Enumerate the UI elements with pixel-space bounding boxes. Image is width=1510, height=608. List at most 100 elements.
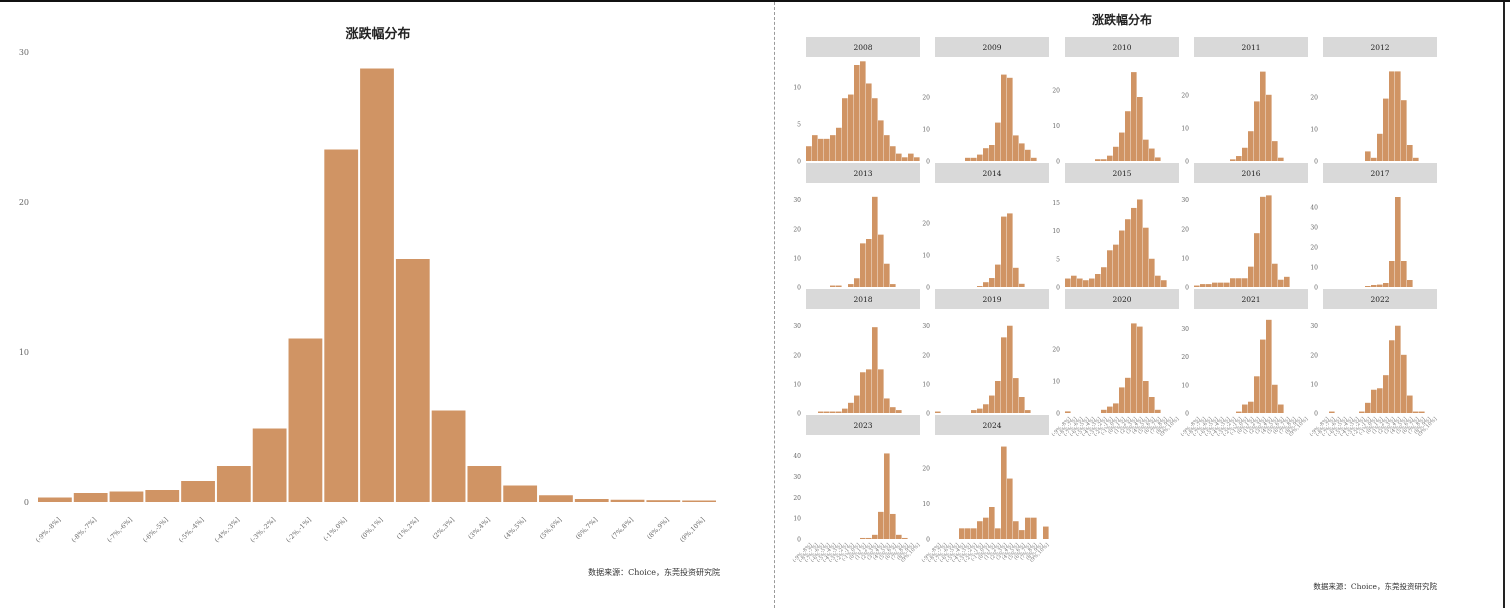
facet-bar-(4%,5%] [1401, 261, 1407, 287]
facet-y-tick-label: 30 [793, 197, 801, 204]
facet-y-tick-label: 10 [922, 253, 930, 260]
facet-bar-(2%,3%] [1389, 261, 1395, 287]
facet-bar-(3%,4%] [1007, 213, 1013, 287]
facet-y-tick-label: 30 [1310, 323, 1318, 330]
facet-y-tick-label: 0 [1185, 159, 1189, 166]
facet-strip [935, 289, 1049, 309]
facet-bar-(2%,3%] [872, 98, 878, 161]
facet-bar-(2%,3%] [1131, 72, 1137, 161]
facet-y-tick-label: 10 [1310, 265, 1318, 272]
x-tick-label: (4%,5%] [502, 516, 527, 541]
bar-(-7%,-6%] [109, 491, 144, 502]
facet-bar-(-1%,0%] [1371, 157, 1377, 161]
facet-bar-(4%,5%] [884, 135, 890, 161]
facet-bar-(-2%,-1%] [1236, 156, 1242, 161]
facet-bar-(6%,7%] [1025, 149, 1031, 161]
facet-strip-label: 2021 [1241, 295, 1260, 304]
facet-y-tick-label: 20 [1310, 95, 1318, 102]
facet-strip-label: 2009 [982, 43, 1001, 52]
facet-bar-(-5%,-4%] [830, 135, 836, 161]
facet-y-tick-label: 20 [793, 352, 801, 359]
facet-bar-(-1%,0%] [1371, 389, 1377, 413]
facet-bar-(2%,3%] [1389, 71, 1395, 161]
facet-bar-(1%,2%] [866, 83, 872, 161]
facet-y-tick-label: 5 [797, 122, 801, 129]
facet-bar-(-3%,-2%] [1101, 267, 1107, 287]
facet-y-tick-label: 20 [1052, 87, 1060, 94]
facet-bar-(5%,6%] [890, 146, 896, 161]
facet-bar-(5%,6%] [1019, 143, 1025, 161]
facet-2020: 202001020(-9%,-8%](-8%,-7%](-7%,-6%](-6%… [1050, 289, 1180, 438]
facet-y-tick-label: 20 [1181, 226, 1189, 233]
facet-y-tick-label: 0 [797, 159, 801, 166]
facet-bar-(-8%,-7%] [1071, 275, 1077, 287]
facet-y-tick-label: 40 [1310, 205, 1318, 212]
facet-y-tick-label: 30 [1310, 225, 1318, 232]
facet-2014: 2014 0 10 20 [922, 163, 1049, 292]
facet-y-tick-label: 0 [1185, 285, 1189, 292]
facet-strip [1065, 289, 1179, 309]
x-tick-label: (8%,9%] [645, 516, 670, 541]
facet-bar-(-3%,-2%] [1230, 278, 1236, 287]
facet-bar-(4%,5%] [1272, 384, 1278, 413]
facet-bar-(-4%,-3%] [965, 528, 971, 539]
facet-bar-(3%,4%] [1266, 195, 1272, 287]
facet-bar-(5%,6%] [1019, 283, 1025, 287]
facet-bar-(5%,6%] [1019, 530, 1025, 539]
facet-strip [1194, 37, 1308, 57]
facet-bar-(0%,1%] [860, 537, 866, 539]
facet-bar-(-1%,0%] [983, 148, 989, 161]
facet-strip-label: 2018 [853, 295, 872, 304]
facet-bar-(-1%,0%] [1242, 147, 1248, 161]
facet-strip-label: 2023 [853, 421, 872, 430]
facet-bar-(-1%,0%] [983, 404, 989, 413]
facet-y-tick-label: 30 [793, 474, 801, 481]
facet-bar-(7%,8%] [1031, 157, 1037, 161]
facet-bar-(7%,8%] [1031, 517, 1037, 539]
facet-bar-(-3%,-2%] [971, 410, 977, 413]
facet-bar-(5%,6%] [1019, 397, 1025, 413]
facet-bar-(0%,1%] [989, 278, 995, 287]
facet-y-tick-label: 0 [797, 537, 801, 544]
facet-bar-(6%,7%] [1025, 410, 1031, 413]
facet-strip-label: 2010 [1112, 43, 1131, 52]
facet-bar-(0%,1%] [860, 372, 866, 413]
facet-bar-(-3%,-2%] [971, 528, 977, 539]
bar-(-6%,-5%] [145, 490, 180, 502]
facet-y-tick-label: 5 [1056, 256, 1060, 263]
facet-bar-(7%,8%] [1419, 411, 1425, 413]
facet-y-tick-label: 30 [1181, 197, 1189, 204]
facet-bar-(3%,4%] [878, 120, 884, 161]
facet-strip [1323, 163, 1437, 183]
facet-bar-(-5%,-4%] [1089, 278, 1095, 287]
facet-strip [1065, 37, 1179, 57]
facet-y-tick-label: 10 [793, 381, 801, 388]
facet-bar-(3%,4%] [1395, 197, 1401, 287]
facet-bar-(1%,2%] [995, 381, 1001, 413]
facet-bar-(-9%,-8%] [1194, 285, 1200, 287]
x-tick-label: (9%,10%] [678, 516, 706, 544]
facet-bar-(-1%,0%] [1371, 285, 1377, 287]
facet-y-tick-label: 0 [1056, 411, 1060, 418]
facet-bar-(5%,6%] [1278, 279, 1284, 287]
facet-bar-(2%,3%] [1260, 196, 1266, 287]
facet-bar-(5%,6%] [1278, 404, 1284, 413]
facet-strip-label: 2024 [982, 421, 1001, 430]
facet-bar-(-1%,0%] [1113, 244, 1119, 287]
facet-y-tick-label: 10 [922, 127, 930, 134]
facet-bar-(-6%,-5%] [1212, 282, 1218, 287]
bar-(-4%,-3%] [216, 466, 251, 502]
x-tick-label: (0%,1%] [359, 516, 384, 541]
facet-bar-(-4%,-3%] [1095, 274, 1101, 287]
facet-bar-(2%,3%] [1001, 446, 1007, 539]
facet-2017: 2017 0 10 20 30 40 [1310, 163, 1437, 292]
facet-y-tick-label: 20 [922, 352, 930, 359]
facet-bar-(-9%,-8%] [1065, 278, 1071, 287]
facet-strip [806, 289, 920, 309]
facet-bar-(8%,9%] [908, 153, 914, 161]
facet-bar-(4%,5%] [1013, 135, 1019, 161]
facet-y-tick-label: 20 [793, 226, 801, 233]
facet-bar-(-4%,-3%] [965, 157, 971, 161]
facet-bar-(-3%,-2%] [971, 157, 977, 161]
